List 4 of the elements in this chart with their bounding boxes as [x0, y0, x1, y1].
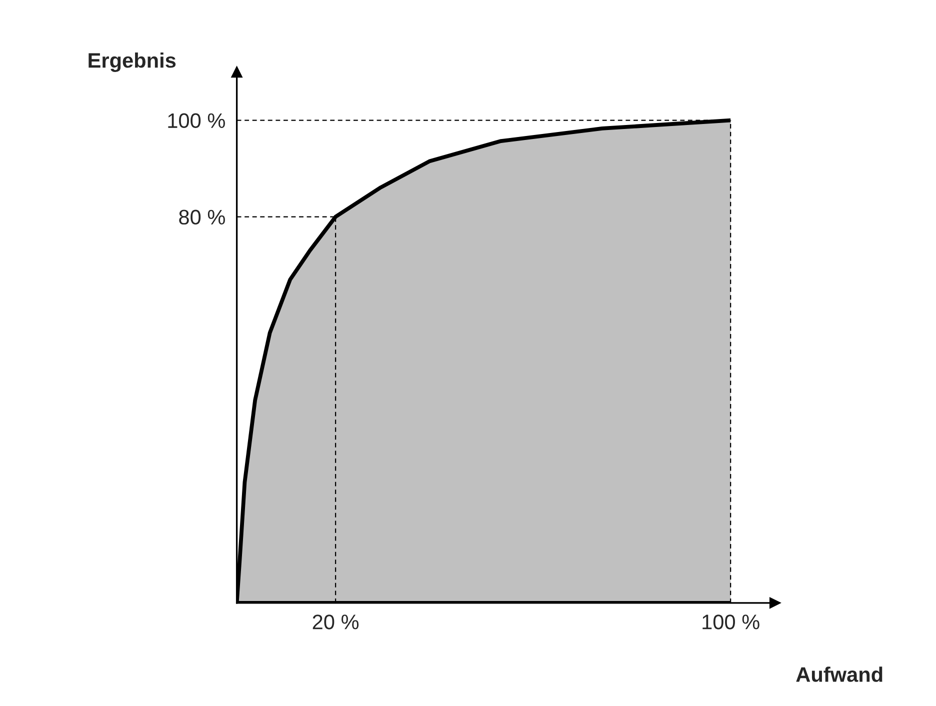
y-axis-title: Ergebnis	[88, 52, 176, 72]
x-tick-label: 20 %	[312, 614, 359, 630]
x-axis-title: Aufwand	[796, 666, 882, 682]
y-tick-label: 80 %	[179, 210, 225, 225]
